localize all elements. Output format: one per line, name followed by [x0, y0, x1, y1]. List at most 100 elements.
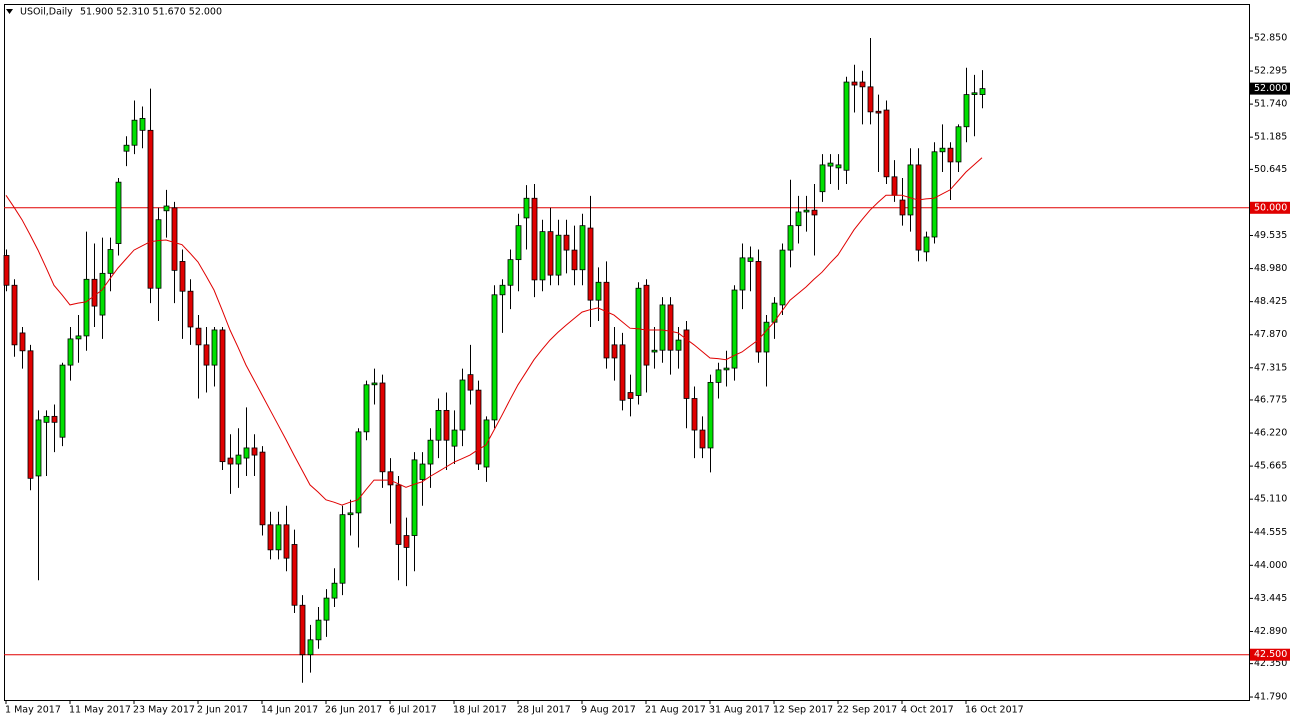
candle-body	[691, 398, 698, 431]
y-tick-label: 44.555	[1254, 527, 1287, 538]
x-tick-label: 22 Sep 2017	[837, 705, 897, 716]
candle-body	[211, 329, 218, 366]
candle-body	[731, 289, 738, 369]
candle-body	[603, 281, 610, 359]
price-box-label: 42.500	[1254, 649, 1287, 660]
candle-body	[467, 374, 474, 391]
candle-body	[339, 514, 346, 584]
candle-body	[475, 389, 482, 465]
y-tick-label: 45.110	[1254, 494, 1287, 505]
plot-frame	[4, 4, 1250, 701]
candle-body	[739, 257, 746, 291]
candle-body	[403, 535, 410, 548]
candle-body	[923, 236, 930, 253]
candle-body	[659, 304, 666, 351]
candle-body	[843, 81, 850, 171]
candle-body	[75, 335, 82, 340]
candle-body	[371, 382, 378, 386]
candle-body	[531, 197, 538, 281]
y-tick-label: 49.535	[1254, 230, 1287, 241]
candle-body	[227, 457, 234, 465]
price-box	[1250, 648, 1290, 661]
candle-body	[51, 415, 58, 423]
candle-body	[779, 249, 786, 306]
candle-body	[315, 619, 322, 641]
candle-body	[795, 211, 802, 227]
last-price-label: 52.000	[1254, 83, 1287, 94]
candle-body	[555, 234, 562, 276]
candle-body	[723, 367, 730, 371]
y-tick-label: 52.295	[1254, 66, 1287, 77]
y-tick-label: 51.740	[1254, 99, 1287, 110]
y-tick-label: 43.445	[1254, 593, 1287, 604]
candle-body	[43, 415, 50, 423]
candle-body	[115, 181, 122, 244]
y-tick-label: 46.775	[1254, 394, 1287, 405]
menu-triangle	[6, 9, 13, 14]
candle-body	[163, 205, 170, 212]
x-tick-label: 26 Jun 2017	[325, 705, 382, 716]
candle-body	[875, 110, 882, 114]
candle-body	[667, 304, 674, 351]
candle-body	[131, 119, 138, 146]
candle-body	[419, 463, 426, 480]
candle-body	[99, 272, 106, 316]
candle-body	[827, 162, 834, 167]
y-tick-label: 44.000	[1254, 560, 1287, 571]
candle-body	[915, 164, 922, 251]
x-tick-label: 9 Aug 2017	[581, 705, 636, 716]
candle-body	[171, 207, 178, 271]
x-tick-label: 1 May 2017	[5, 705, 61, 716]
candle-body	[235, 454, 242, 465]
candle-body	[571, 249, 578, 271]
x-tick-label: 18 Jul 2017	[453, 705, 507, 716]
candle-body	[123, 144, 130, 152]
candle-body	[819, 164, 826, 193]
y-tick-label: 46.220	[1254, 428, 1287, 439]
candle-body	[499, 284, 506, 296]
x-tick-label: 21 Aug 2017	[645, 705, 706, 716]
candle-body	[491, 294, 498, 421]
candle-body	[155, 219, 162, 289]
x-tick-label: 31 Aug 2017	[709, 705, 770, 716]
candle-body	[899, 199, 906, 216]
candle-body	[219, 329, 226, 463]
candle-body	[539, 231, 546, 281]
candle-body	[851, 81, 858, 86]
x-tick-label: 2 Jun 2017	[197, 705, 248, 716]
candle-body	[955, 126, 962, 163]
candle-body	[11, 284, 18, 346]
symbol-label: USOil,Daily	[20, 7, 73, 18]
candle-body	[883, 109, 890, 178]
candle-body	[651, 349, 658, 353]
candle-body	[395, 484, 402, 545]
candle-body	[699, 429, 706, 449]
candle-body	[59, 364, 66, 438]
candle-body	[635, 287, 642, 396]
candle-body	[715, 369, 722, 383]
candle-body	[291, 544, 298, 606]
candle-body	[443, 409, 450, 441]
x-tick-label: 23 May 2017	[133, 705, 195, 716]
candle-body	[355, 431, 362, 514]
y-tick-label: 41.790	[1254, 692, 1287, 703]
candle-body	[947, 147, 954, 163]
candle-body	[379, 382, 386, 473]
candle-body	[299, 604, 306, 656]
candle-body	[323, 597, 330, 621]
y-tick-label: 50.645	[1254, 164, 1287, 175]
y-tick-label: 52.850	[1254, 32, 1287, 43]
candle-body	[459, 379, 466, 431]
candle-body	[563, 234, 570, 251]
candle-body	[683, 329, 690, 399]
candle-body	[187, 290, 194, 328]
candle-body	[627, 392, 634, 399]
candle-body	[859, 81, 866, 88]
candle-body	[747, 257, 754, 262]
y-tick-label: 51.185	[1254, 132, 1287, 143]
candle-body	[427, 439, 434, 465]
candle-body	[107, 249, 114, 274]
candle-body	[707, 381, 714, 449]
candle-body	[931, 151, 938, 238]
